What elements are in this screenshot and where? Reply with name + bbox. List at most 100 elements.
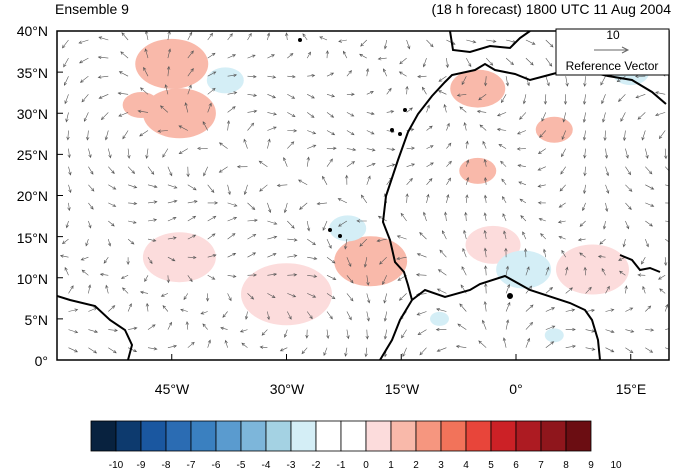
lon-tick-label: 15°W <box>384 381 420 397</box>
wind-vector <box>482 140 487 149</box>
wind-vector <box>664 148 668 160</box>
colorbar-swatch <box>165 420 192 452</box>
colorbar-label: -6 <box>211 460 221 471</box>
wind-vector <box>583 266 587 276</box>
wind-vector <box>167 217 177 222</box>
islands <box>298 38 513 299</box>
wind-vector <box>545 266 550 276</box>
wind-vector <box>585 286 592 294</box>
wind-vector <box>525 337 531 348</box>
wind-vector <box>306 220 311 232</box>
wind-vector <box>266 311 271 321</box>
wind-vector <box>446 194 450 203</box>
wind-vector <box>426 125 433 131</box>
colorbar-swatch <box>340 420 367 452</box>
wind-vector <box>382 275 387 286</box>
wind-vector <box>366 311 370 322</box>
wind-vector <box>307 130 317 135</box>
colorbar-swatch <box>240 420 267 452</box>
colorbar-label: 3 <box>438 460 444 471</box>
wind-vector <box>267 272 278 277</box>
wind-vector <box>505 301 511 312</box>
wind-vector <box>167 256 176 262</box>
wind-vector <box>241 342 248 348</box>
wind-vector <box>88 184 95 192</box>
wind-vector <box>496 112 507 117</box>
wind-vector <box>405 85 409 95</box>
wind-vector <box>307 293 317 298</box>
wind-vector <box>147 257 153 265</box>
wind-vector <box>267 220 278 225</box>
wind-vector <box>207 87 216 95</box>
wind-vector <box>144 48 149 59</box>
wind-vector <box>207 254 217 258</box>
wind-vector <box>326 130 336 136</box>
island-madeira <box>403 108 407 112</box>
wind-vector <box>557 220 566 224</box>
wind-vector <box>582 94 587 105</box>
wind-vector <box>183 293 189 301</box>
wind-vector <box>187 341 195 348</box>
wind-vector <box>100 112 109 121</box>
colorbar-swatch <box>140 420 167 452</box>
wind-vector <box>127 238 135 245</box>
wind-vector <box>502 337 507 348</box>
figure-title-right: (18 h forecast) 1800 UTC 11 Aug 2004 <box>431 1 671 17</box>
wind-vector <box>147 166 155 175</box>
wind-vector <box>426 104 430 113</box>
colorbar-swatch <box>365 420 392 452</box>
wind-vector <box>197 146 208 151</box>
wind-vector <box>625 220 630 230</box>
wind-vector <box>563 94 568 105</box>
wind-vector <box>366 148 376 152</box>
wind-vector <box>147 200 158 204</box>
wind-vector <box>665 202 669 204</box>
colorbar-swatch <box>490 420 517 452</box>
wind-vector <box>97 55 109 60</box>
wind-vector <box>600 76 606 86</box>
wind-vector <box>663 257 668 266</box>
wind-vector <box>323 347 328 357</box>
wind-vector <box>239 329 248 333</box>
wind-vector <box>398 293 407 301</box>
wind-vector <box>346 329 350 340</box>
island-lake <box>507 293 513 299</box>
wind-vector <box>426 193 430 203</box>
wind-vector <box>519 112 527 120</box>
wind-vector <box>68 308 79 312</box>
wind-vector <box>127 166 136 174</box>
wind-vector <box>540 233 547 240</box>
wind-vector <box>64 266 69 276</box>
wind-vector <box>307 256 318 261</box>
wind-vector <box>426 162 434 167</box>
colorbar-label: 1 <box>388 460 394 471</box>
wind-vector <box>266 32 271 41</box>
wind-vector <box>287 273 298 277</box>
wind-vector <box>267 253 277 258</box>
wind-vector <box>559 184 566 192</box>
wind-vector <box>401 329 407 339</box>
wind-vector <box>326 275 337 280</box>
wind-vector <box>88 347 98 354</box>
wind-vector <box>597 255 606 259</box>
wind-vector <box>383 68 387 77</box>
wind-vector <box>167 236 177 240</box>
colorbar-label: -1 <box>336 460 346 471</box>
wind-vector <box>558 202 566 208</box>
wind-vector <box>444 211 448 222</box>
wind-vector <box>446 160 452 167</box>
wind-vector <box>562 112 566 123</box>
wind-vector <box>326 94 336 98</box>
wind-vector <box>187 255 197 260</box>
wind-vector <box>405 193 409 203</box>
wind-vector <box>465 194 469 203</box>
wind-vector <box>582 202 586 212</box>
wind-vector <box>88 220 92 229</box>
reference-vector-label: Reference Vector <box>566 59 659 73</box>
lat-tick-label: 5°N <box>24 312 49 328</box>
wind-vector <box>624 285 628 294</box>
wind-vector <box>386 87 392 95</box>
wind-vector <box>625 347 634 354</box>
wind-vector <box>164 84 169 95</box>
